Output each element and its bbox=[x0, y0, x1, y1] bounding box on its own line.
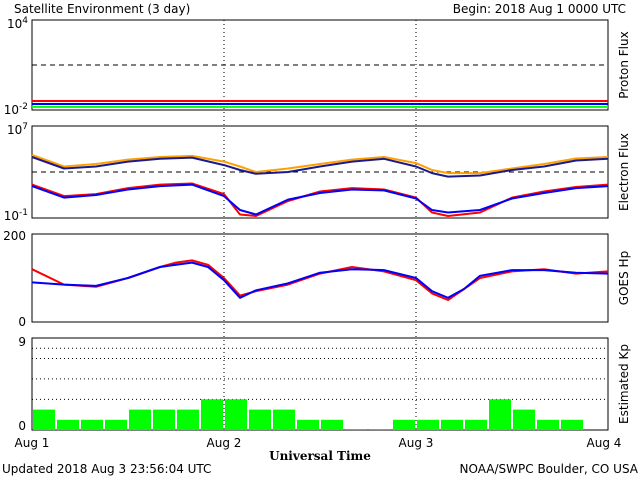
electron-flux-label: Electron Flux bbox=[617, 133, 631, 211]
day-dividers bbox=[223, 20, 417, 430]
x-axis-label: Universal Time bbox=[269, 449, 371, 463]
hp-y-tick-label: 200 bbox=[3, 229, 26, 243]
kp-bar bbox=[177, 409, 199, 430]
x-tick-label: Aug 2 bbox=[207, 436, 242, 450]
chart-marks bbox=[31, 64, 609, 430]
begin-time: Begin: 2018 Aug 1 0000 UTC bbox=[453, 2, 626, 16]
chart-title: Satellite Environment (3 day) bbox=[14, 2, 190, 16]
proton-y-tick-label: 10-2 bbox=[4, 102, 28, 117]
kp-y-tick-label: 9 bbox=[18, 335, 26, 349]
kp-bar bbox=[537, 419, 559, 430]
kp-bar bbox=[249, 409, 271, 430]
series-line-red bbox=[31, 182, 609, 217]
kp-bar bbox=[129, 409, 151, 430]
kp-bar bbox=[393, 419, 415, 430]
proton-y-tick-label: 104 bbox=[7, 16, 28, 31]
kp-bar bbox=[465, 419, 487, 430]
kp-bar bbox=[345, 429, 367, 430]
series-line-orange bbox=[31, 154, 609, 175]
kp-bar bbox=[513, 409, 535, 430]
series-line-blue bbox=[31, 183, 609, 216]
kp-bar bbox=[201, 399, 223, 430]
kp-bar bbox=[273, 409, 295, 430]
updated-time: Updated 2018 Aug 3 23:56:04 UTC bbox=[2, 462, 211, 476]
kp-bar bbox=[321, 419, 343, 430]
kp-bar bbox=[417, 419, 439, 430]
kp-panel-frame bbox=[31, 337, 609, 431]
hp-panel-frame bbox=[31, 233, 609, 323]
proton-flux-label: Proton Flux bbox=[617, 31, 631, 98]
goes-hp-label: GOES Hp bbox=[617, 251, 631, 305]
kp-bar bbox=[489, 399, 511, 430]
kp-bar bbox=[297, 419, 319, 430]
estimated-kp-label: Estimated Kp bbox=[617, 344, 631, 424]
kp-bar bbox=[57, 419, 79, 430]
kp-bar bbox=[33, 409, 55, 430]
kp-bar bbox=[105, 419, 127, 430]
electron-y-tick-label: 107 bbox=[7, 122, 28, 137]
kp-bar bbox=[81, 419, 103, 430]
x-tick-label: Aug 4 bbox=[587, 436, 622, 450]
electron-y-tick-label: 10-1 bbox=[4, 208, 28, 223]
kp-bar bbox=[153, 409, 175, 430]
kp-bar bbox=[369, 429, 391, 430]
credit-text: NOAA/SWPC Boulder, CO USA bbox=[460, 462, 639, 476]
kp-bar bbox=[225, 399, 247, 430]
kp-bar bbox=[561, 419, 583, 430]
hp-y-tick-label: 0 bbox=[18, 315, 26, 329]
series-line-navy bbox=[31, 156, 609, 178]
kp-bar bbox=[441, 419, 463, 430]
series-line-blue bbox=[31, 261, 609, 299]
x-tick-label: Aug 1 bbox=[15, 436, 50, 450]
x-tick-label: Aug 3 bbox=[399, 436, 434, 450]
kp-y-tick-label: 0 bbox=[18, 419, 26, 433]
